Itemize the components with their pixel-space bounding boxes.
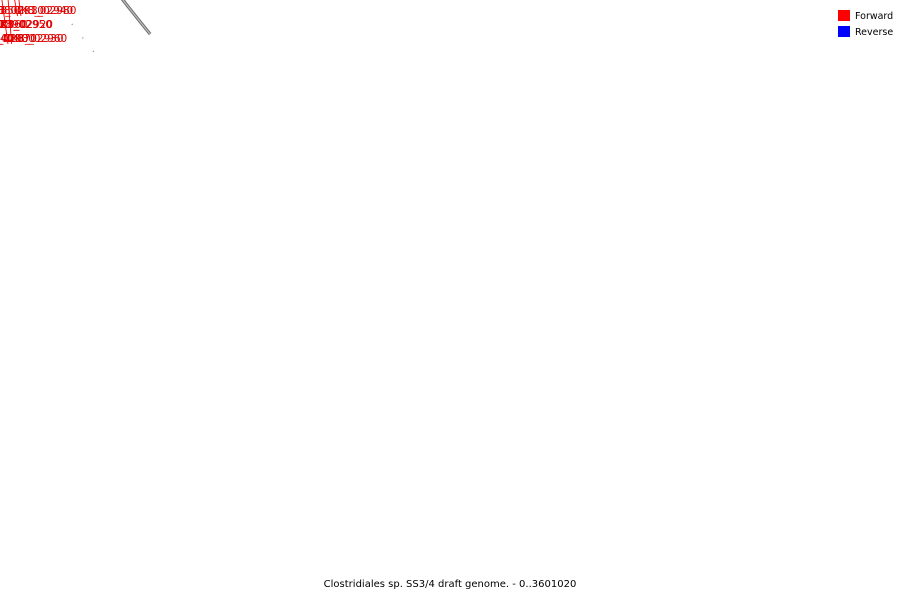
- legend: Forward Reverse: [838, 10, 893, 38]
- legend-forward-label: Forward: [855, 11, 893, 22]
- gene-label: CK3_02960: [8, 33, 68, 45]
- map-caption: Clostridiales sp. SS3/4 draft genome. - …: [324, 579, 577, 590]
- legend-reverse-label: Reverse: [855, 27, 893, 38]
- gene-label: CK3_02910: [0, 5, 44, 17]
- legend-forward-swatch: [838, 10, 850, 21]
- gene-label: CK3_02940: [14, 5, 74, 17]
- legend-reverse-swatch: [838, 26, 850, 37]
- label-leader: [7, 0, 13, 45]
- gene-label: CK3_02840: [0, 33, 13, 45]
- gene-label: CK3_02980: [17, 5, 77, 17]
- gene-label: CK3_02900: [0, 33, 35, 45]
- gene-labels: CK3_01990CK3_02000CK3_02010CK3_02030CK3_…: [0, 0, 77, 45]
- gene-label: CK3_02830: [0, 19, 4, 31]
- gene-label: CK3_02870: [0, 33, 37, 45]
- gene-label: CK3_02950: [0, 19, 52, 31]
- gene-label: CK3_02850: [0, 5, 20, 17]
- gene-label: CK3_02930: [4, 33, 64, 45]
- gene-label: CK3_02920: [0, 19, 53, 31]
- label-leader: [1, 0, 9, 45]
